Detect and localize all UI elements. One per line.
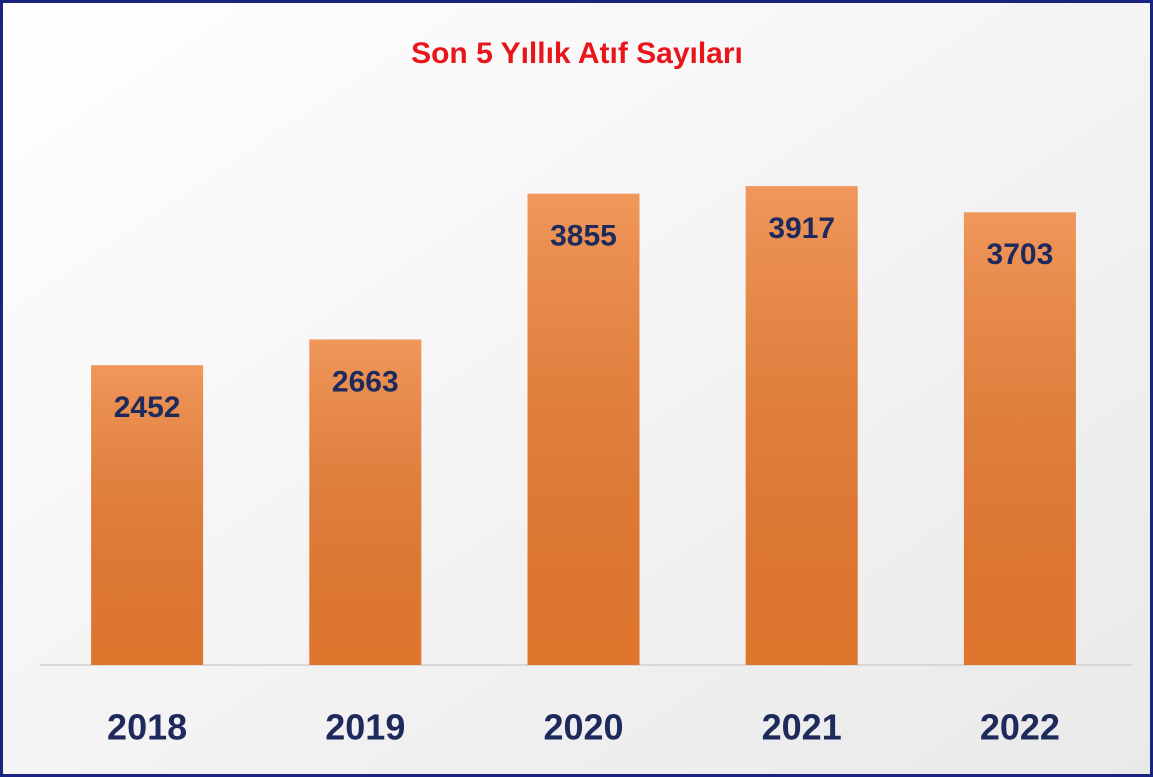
value-label: 2663: [332, 365, 399, 398]
x-tick-label: 2021: [762, 707, 842, 748]
x-tick-label: 2018: [107, 707, 187, 748]
x-tick-label: 2019: [325, 707, 405, 748]
x-tick-label: 2020: [543, 707, 623, 748]
value-label: 3855: [550, 220, 617, 253]
x-tick-label: 2022: [980, 707, 1060, 748]
bar-shade: [963, 212, 1076, 666]
value-label: 2452: [114, 391, 181, 424]
bar-shade: [527, 193, 640, 665]
bar-shade: [309, 339, 422, 665]
value-label: 3703: [987, 238, 1054, 271]
chart-title: Son 5 Yıllık Atıf Sayıları: [411, 37, 743, 70]
bar-shade: [91, 365, 204, 665]
bar-shade: [745, 186, 858, 666]
value-label: 3917: [768, 212, 835, 245]
